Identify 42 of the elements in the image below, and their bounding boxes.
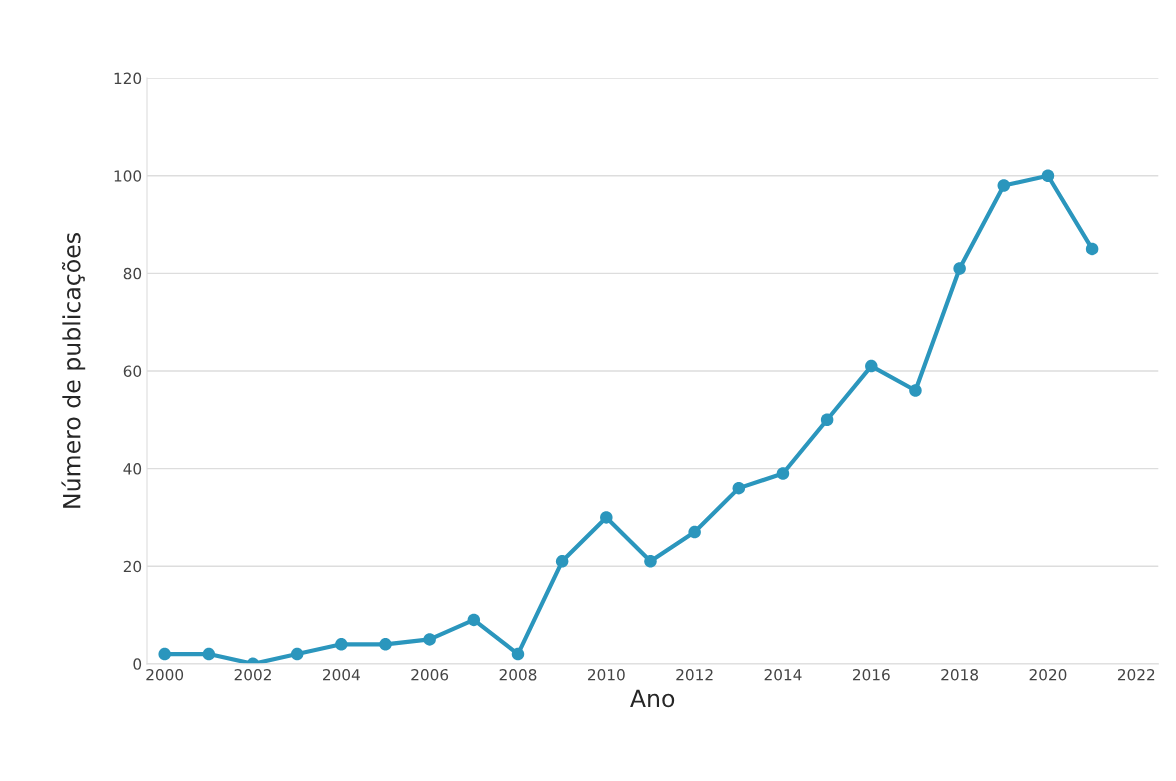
y-tick-label: 40 xyxy=(123,463,142,475)
x-tick-label: 2014 xyxy=(764,668,802,681)
point xyxy=(732,481,746,495)
y-tick-label: 20 xyxy=(123,560,142,573)
point xyxy=(423,633,436,646)
point xyxy=(290,647,304,661)
point xyxy=(644,555,657,568)
point xyxy=(1041,169,1055,182)
x-tick-label: 2002 xyxy=(234,668,271,681)
point xyxy=(997,179,1011,192)
point xyxy=(1085,242,1099,256)
point xyxy=(909,384,922,397)
x-axis-title: Ano xyxy=(630,689,675,708)
y-axis-title: Número de publicações xyxy=(61,233,86,508)
y-tick-label: 60 xyxy=(123,365,142,377)
point xyxy=(555,555,569,568)
point xyxy=(158,647,171,661)
point xyxy=(467,613,481,627)
point xyxy=(820,413,834,427)
point xyxy=(865,359,878,373)
y-tick-label: 120 xyxy=(114,72,142,85)
y-tick-label: 0 xyxy=(133,658,142,670)
point xyxy=(335,638,348,651)
x-tick-label: 2018 xyxy=(941,668,979,681)
x-tick-label: 2008 xyxy=(499,668,537,681)
x-tick-label: 2010 xyxy=(587,668,625,681)
y-tick-label: 100 xyxy=(114,170,142,182)
x-tick-label: 2020 xyxy=(1029,668,1067,681)
x-tick-label: 2004 xyxy=(323,668,360,681)
point xyxy=(688,525,701,539)
y-tick-label: 80 xyxy=(123,267,142,280)
point xyxy=(379,638,392,651)
point xyxy=(953,262,966,275)
x-tick-label: 2000 xyxy=(146,668,184,681)
point xyxy=(202,647,216,661)
x-tick-label: 2016 xyxy=(852,668,890,681)
x-tick-label: 2022 xyxy=(1117,668,1155,681)
x-tick-label: 2006 xyxy=(411,668,449,681)
point xyxy=(511,647,525,661)
x-tick-label: 2012 xyxy=(676,668,713,681)
point xyxy=(600,511,613,524)
point xyxy=(776,467,790,480)
